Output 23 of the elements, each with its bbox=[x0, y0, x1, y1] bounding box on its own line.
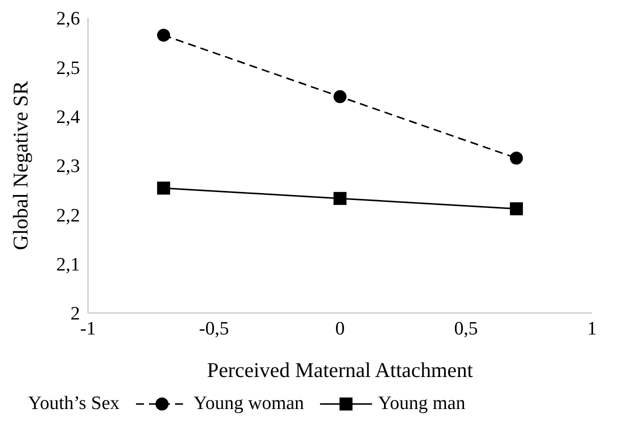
x-tick-label: 0,5 bbox=[454, 318, 478, 340]
x-tick-label: 1 bbox=[587, 318, 597, 340]
y-tick-label: 2,2 bbox=[56, 205, 80, 226]
legend-label: Young woman bbox=[194, 393, 304, 415]
point bbox=[157, 28, 170, 42]
y-axis-title: Global Negative SR bbox=[8, 80, 32, 250]
x-tick-label: -0,5 bbox=[198, 318, 230, 340]
point bbox=[157, 182, 170, 195]
legend-label: Young man bbox=[378, 393, 466, 415]
y-tick-label: 2,1 bbox=[56, 254, 80, 276]
legend-title: Youth’s Sex bbox=[28, 393, 120, 415]
y-tick-label: 2,3 bbox=[56, 156, 80, 178]
x-axis-title: Perceived Maternal Attachment bbox=[207, 358, 474, 382]
y-tick-label: 2 bbox=[70, 304, 80, 325]
point bbox=[334, 90, 346, 104]
point bbox=[334, 192, 346, 205]
y-tick-label: 2,6 bbox=[56, 8, 80, 30]
x-tick-label: -1 bbox=[80, 318, 96, 340]
y-tick-label: 2,5 bbox=[56, 58, 80, 79]
point bbox=[510, 152, 523, 165]
y-tick-label: 2,4 bbox=[56, 107, 80, 128]
point bbox=[510, 202, 523, 216]
x-tick-label: 0 bbox=[335, 318, 345, 340]
